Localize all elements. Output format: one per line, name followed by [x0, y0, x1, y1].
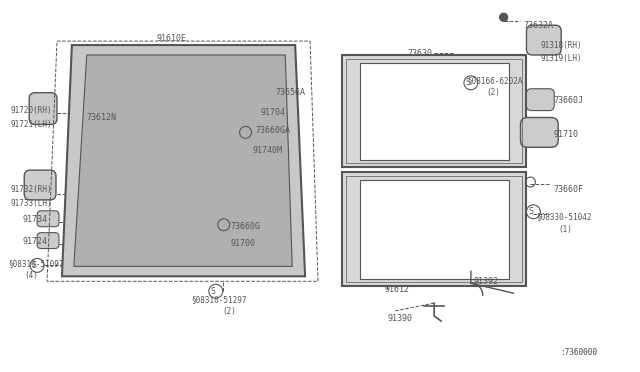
- FancyBboxPatch shape: [24, 170, 56, 200]
- FancyBboxPatch shape: [520, 118, 558, 147]
- Text: 91721(LH): 91721(LH): [10, 120, 52, 129]
- Text: 91318(RH): 91318(RH): [540, 41, 582, 49]
- Text: §08166-6202A: §08166-6202A: [467, 76, 522, 85]
- Text: (2): (2): [487, 88, 500, 97]
- FancyBboxPatch shape: [259, 79, 276, 101]
- Text: 91610E: 91610E: [156, 33, 186, 43]
- Text: 73660J: 73660J: [553, 96, 583, 105]
- Polygon shape: [342, 55, 527, 167]
- Text: 91710: 91710: [553, 130, 579, 139]
- FancyBboxPatch shape: [209, 206, 239, 244]
- Text: (1): (1): [558, 225, 572, 234]
- Text: 91700: 91700: [230, 239, 255, 248]
- Text: 73660GA: 73660GA: [255, 126, 291, 135]
- Text: 91612: 91612: [385, 285, 410, 294]
- Text: S: S: [32, 262, 36, 270]
- Text: S: S: [211, 287, 215, 296]
- Polygon shape: [360, 63, 509, 160]
- Circle shape: [500, 13, 508, 21]
- Polygon shape: [360, 180, 509, 279]
- Text: 73660G: 73660G: [230, 222, 260, 231]
- Text: (2): (2): [223, 307, 237, 315]
- Polygon shape: [342, 172, 527, 286]
- Text: 91740M: 91740M: [253, 146, 282, 155]
- Text: §08330-51042: §08330-51042: [536, 212, 592, 221]
- Text: 73660F: 73660F: [553, 186, 583, 195]
- FancyBboxPatch shape: [527, 89, 554, 110]
- Text: 91720(RH): 91720(RH): [10, 106, 52, 115]
- Text: S: S: [465, 78, 470, 87]
- FancyBboxPatch shape: [37, 211, 59, 227]
- FancyBboxPatch shape: [29, 93, 57, 125]
- Text: 91704: 91704: [260, 108, 285, 117]
- Text: :7360000: :7360000: [560, 348, 597, 357]
- Text: 91734: 91734: [22, 215, 47, 224]
- Text: 91319(LH): 91319(LH): [540, 54, 582, 64]
- Text: S: S: [528, 207, 532, 216]
- FancyBboxPatch shape: [37, 232, 59, 248]
- FancyBboxPatch shape: [253, 138, 275, 154]
- Text: 91392: 91392: [474, 277, 499, 286]
- Text: 91724: 91724: [22, 237, 47, 246]
- FancyBboxPatch shape: [243, 105, 262, 121]
- Text: 91733(LH): 91733(LH): [10, 199, 52, 208]
- Polygon shape: [62, 45, 305, 276]
- FancyBboxPatch shape: [527, 25, 561, 55]
- Text: :7360000: :7360000: [560, 348, 597, 357]
- Text: §08310-51297: §08310-51297: [191, 295, 246, 304]
- Text: 91390: 91390: [387, 314, 413, 324]
- Text: 73630: 73630: [407, 48, 433, 58]
- Text: (4): (4): [24, 271, 38, 280]
- Text: §08310-51097: §08310-51097: [8, 259, 64, 268]
- Polygon shape: [74, 55, 292, 266]
- Text: 73612N: 73612N: [87, 113, 116, 122]
- Text: 73632A: 73632A: [524, 21, 554, 30]
- Text: 91732(RH): 91732(RH): [10, 186, 52, 195]
- Text: 73656A: 73656A: [275, 88, 305, 97]
